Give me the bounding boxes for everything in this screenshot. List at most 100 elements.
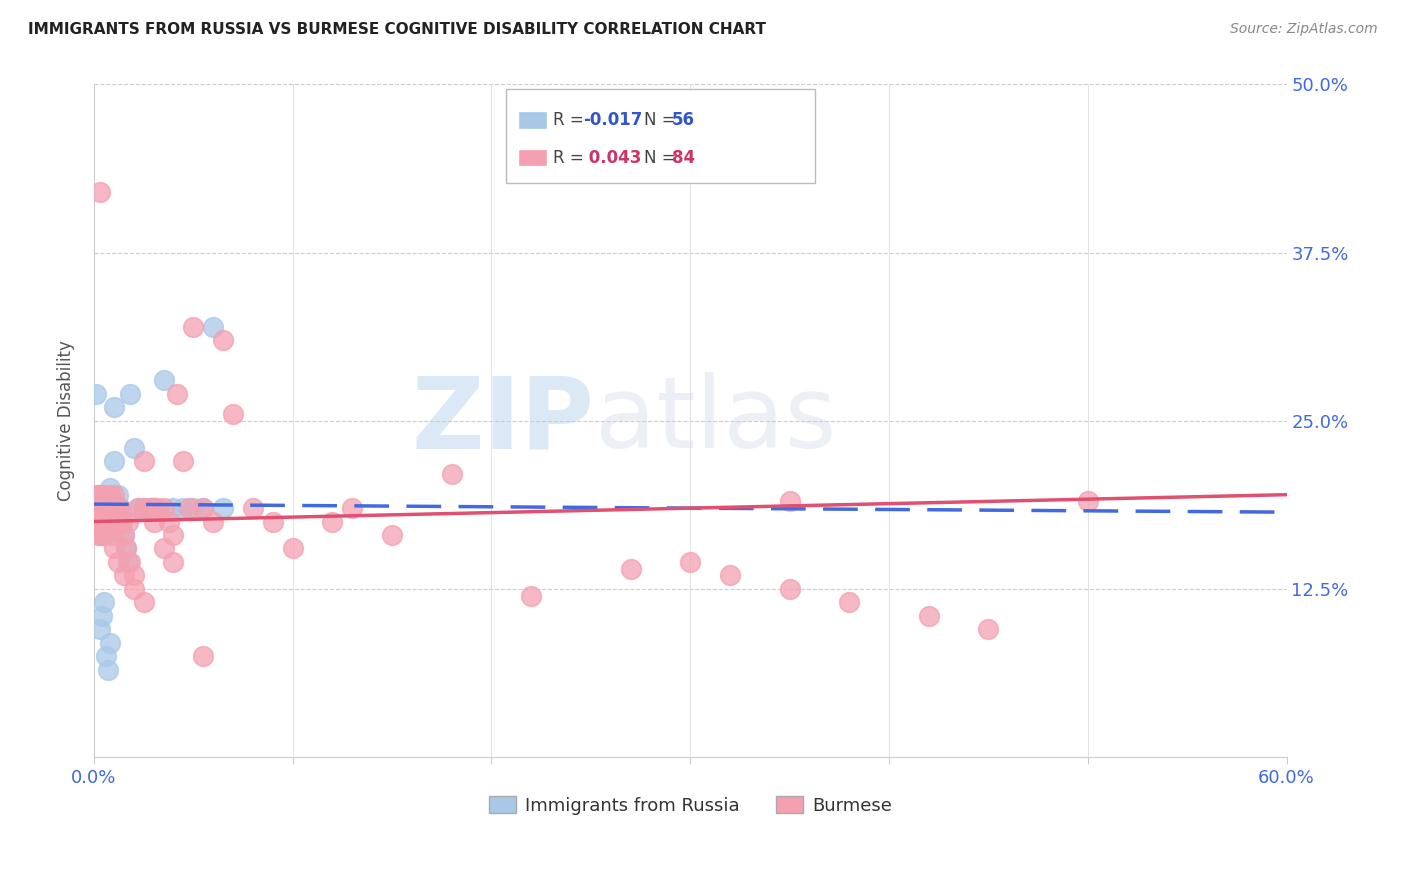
Point	[146, 501, 169, 516]
Point	[87, 528, 110, 542]
Point	[918, 608, 941, 623]
Point	[212, 333, 235, 347]
Point	[162, 555, 184, 569]
Point	[89, 515, 111, 529]
Point	[89, 622, 111, 636]
Point	[193, 649, 215, 664]
Point	[107, 555, 129, 569]
Point	[222, 407, 245, 421]
Point	[212, 501, 235, 516]
Point	[97, 494, 120, 508]
Point	[111, 515, 134, 529]
Text: R =: R =	[553, 112, 589, 129]
Point	[159, 515, 181, 529]
Point	[114, 541, 136, 556]
Point	[103, 488, 125, 502]
Point	[193, 501, 215, 516]
Point	[181, 319, 204, 334]
Point	[97, 515, 120, 529]
Point	[117, 515, 139, 529]
Point	[108, 501, 131, 516]
Point	[122, 568, 145, 582]
Text: IMMIGRANTS FROM RUSSIA VS BURMESE COGNITIVE DISABILITY CORRELATION CHART: IMMIGRANTS FROM RUSSIA VS BURMESE COGNIT…	[28, 22, 766, 37]
Point	[281, 541, 304, 556]
Point	[838, 595, 860, 609]
Point	[179, 501, 201, 516]
Point	[101, 501, 124, 516]
Point	[94, 515, 117, 529]
Point	[93, 515, 115, 529]
Point	[93, 501, 115, 516]
Point	[620, 562, 643, 576]
Text: -0.017: -0.017	[583, 112, 643, 129]
Point	[93, 488, 115, 502]
Point	[104, 501, 127, 516]
Point	[84, 501, 107, 516]
Point	[97, 515, 120, 529]
Point	[94, 515, 117, 529]
Point	[93, 595, 115, 609]
Point	[87, 488, 110, 502]
Point	[101, 515, 124, 529]
Point	[122, 441, 145, 455]
Point	[90, 501, 112, 516]
Point	[97, 663, 120, 677]
Point	[679, 555, 702, 569]
Point	[103, 401, 125, 415]
Text: 84: 84	[672, 149, 695, 167]
Point	[132, 454, 155, 468]
Point	[118, 386, 141, 401]
Point	[118, 555, 141, 569]
Point	[97, 488, 120, 502]
Point	[93, 501, 115, 516]
Point	[89, 501, 111, 516]
Point	[779, 582, 801, 596]
Point	[202, 515, 225, 529]
Point	[84, 386, 107, 401]
Text: atlas: atlas	[595, 372, 837, 469]
Point	[1077, 494, 1099, 508]
Point	[127, 501, 149, 516]
Point	[94, 508, 117, 522]
Point	[381, 528, 404, 542]
Point	[93, 515, 115, 529]
Point	[98, 481, 121, 495]
Point	[112, 528, 135, 542]
Text: N =: N =	[644, 149, 681, 167]
Point	[132, 501, 155, 516]
Point	[98, 488, 121, 502]
Point	[202, 319, 225, 334]
Point	[142, 515, 165, 529]
Point	[94, 649, 117, 664]
Point	[172, 501, 194, 516]
Point	[152, 541, 174, 556]
Point	[90, 515, 112, 529]
Point	[108, 501, 131, 516]
Point	[520, 589, 543, 603]
Point	[90, 521, 112, 535]
Point	[122, 582, 145, 596]
Point	[89, 515, 111, 529]
Point	[111, 515, 134, 529]
Point	[89, 501, 111, 516]
Point	[84, 494, 107, 508]
Point	[162, 528, 184, 542]
Point	[142, 501, 165, 516]
Point	[127, 501, 149, 516]
Point	[117, 555, 139, 569]
Point	[89, 185, 111, 199]
Point	[132, 501, 155, 516]
Point	[142, 501, 165, 516]
Point	[103, 501, 125, 516]
Text: ZIP: ZIP	[412, 372, 595, 469]
Point	[779, 494, 801, 508]
Point	[107, 515, 129, 529]
Point	[90, 508, 112, 522]
Point	[93, 488, 115, 502]
Text: 56: 56	[672, 112, 695, 129]
Point	[977, 622, 1000, 636]
Point	[342, 501, 364, 516]
Point	[104, 501, 127, 516]
Point	[138, 501, 160, 516]
Point	[114, 541, 136, 556]
